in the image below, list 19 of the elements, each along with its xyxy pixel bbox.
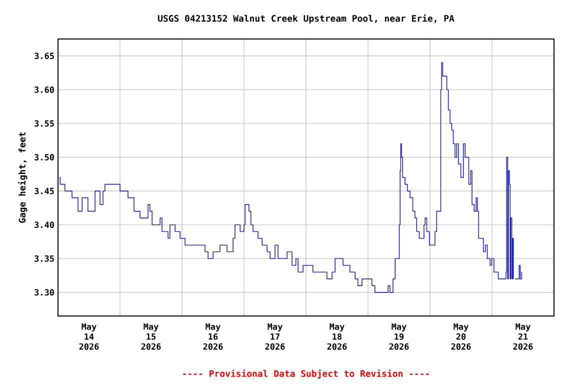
y-tick-label: 3.35 bbox=[34, 255, 54, 262]
chart-title: USGS 04213152 Walnut Creek Upstream Pool, near Erie, PA bbox=[158, 14, 454, 24]
y-tick-label: 3.65 bbox=[34, 52, 54, 60]
x-tick-label: May 21 2026 bbox=[513, 324, 533, 350]
y-tick-label: 3.50 bbox=[34, 154, 54, 160]
y-tick-label: 3.55 bbox=[34, 120, 54, 127]
y-axis-title: Gage height, feet bbox=[18, 132, 28, 223]
y-tick-label: 3.40 bbox=[34, 222, 54, 228]
y-tick-label: 3.30 bbox=[34, 289, 54, 296]
text: ---- Provisional Data Subject to Revision ---- bbox=[183, 370, 429, 379]
x-tick-label: May 14 2026 bbox=[79, 324, 99, 350]
x-tick-label: May 19 2026 bbox=[389, 324, 409, 350]
x-tick-label: May 20 2026 bbox=[451, 324, 471, 350]
x-tick-label: May 15 2026 bbox=[141, 324, 161, 350]
x-tick-label: May 18 2026 bbox=[327, 324, 347, 350]
y-tick-label: 3.60 bbox=[34, 86, 54, 93]
x-tick-label: May 17 2026 bbox=[265, 324, 285, 350]
y-tick-label: 3.45 bbox=[34, 188, 54, 194]
x-tick-label: May 16 2026 bbox=[203, 324, 223, 350]
